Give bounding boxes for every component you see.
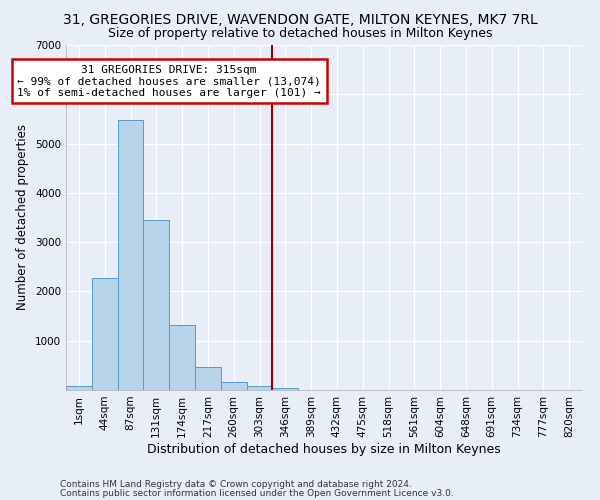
Text: 31 GREGORIES DRIVE: 315sqm
← 99% of detached houses are smaller (13,074)
1% of s: 31 GREGORIES DRIVE: 315sqm ← 99% of deta… bbox=[17, 64, 321, 98]
Bar bbox=[221, 382, 247, 390]
Bar bbox=[118, 120, 143, 390]
Bar bbox=[272, 388, 298, 390]
Bar bbox=[66, 386, 92, 390]
Bar bbox=[143, 220, 169, 390]
Bar bbox=[247, 386, 272, 390]
Text: Contains HM Land Registry data © Crown copyright and database right 2024.: Contains HM Land Registry data © Crown c… bbox=[60, 480, 412, 489]
Bar bbox=[169, 326, 195, 390]
Y-axis label: Number of detached properties: Number of detached properties bbox=[16, 124, 29, 310]
Bar bbox=[195, 367, 221, 390]
Bar bbox=[92, 278, 118, 390]
Text: Size of property relative to detached houses in Milton Keynes: Size of property relative to detached ho… bbox=[108, 28, 492, 40]
X-axis label: Distribution of detached houses by size in Milton Keynes: Distribution of detached houses by size … bbox=[147, 442, 501, 456]
Text: 31, GREGORIES DRIVE, WAVENDON GATE, MILTON KEYNES, MK7 7RL: 31, GREGORIES DRIVE, WAVENDON GATE, MILT… bbox=[62, 12, 538, 26]
Text: Contains public sector information licensed under the Open Government Licence v3: Contains public sector information licen… bbox=[60, 490, 454, 498]
